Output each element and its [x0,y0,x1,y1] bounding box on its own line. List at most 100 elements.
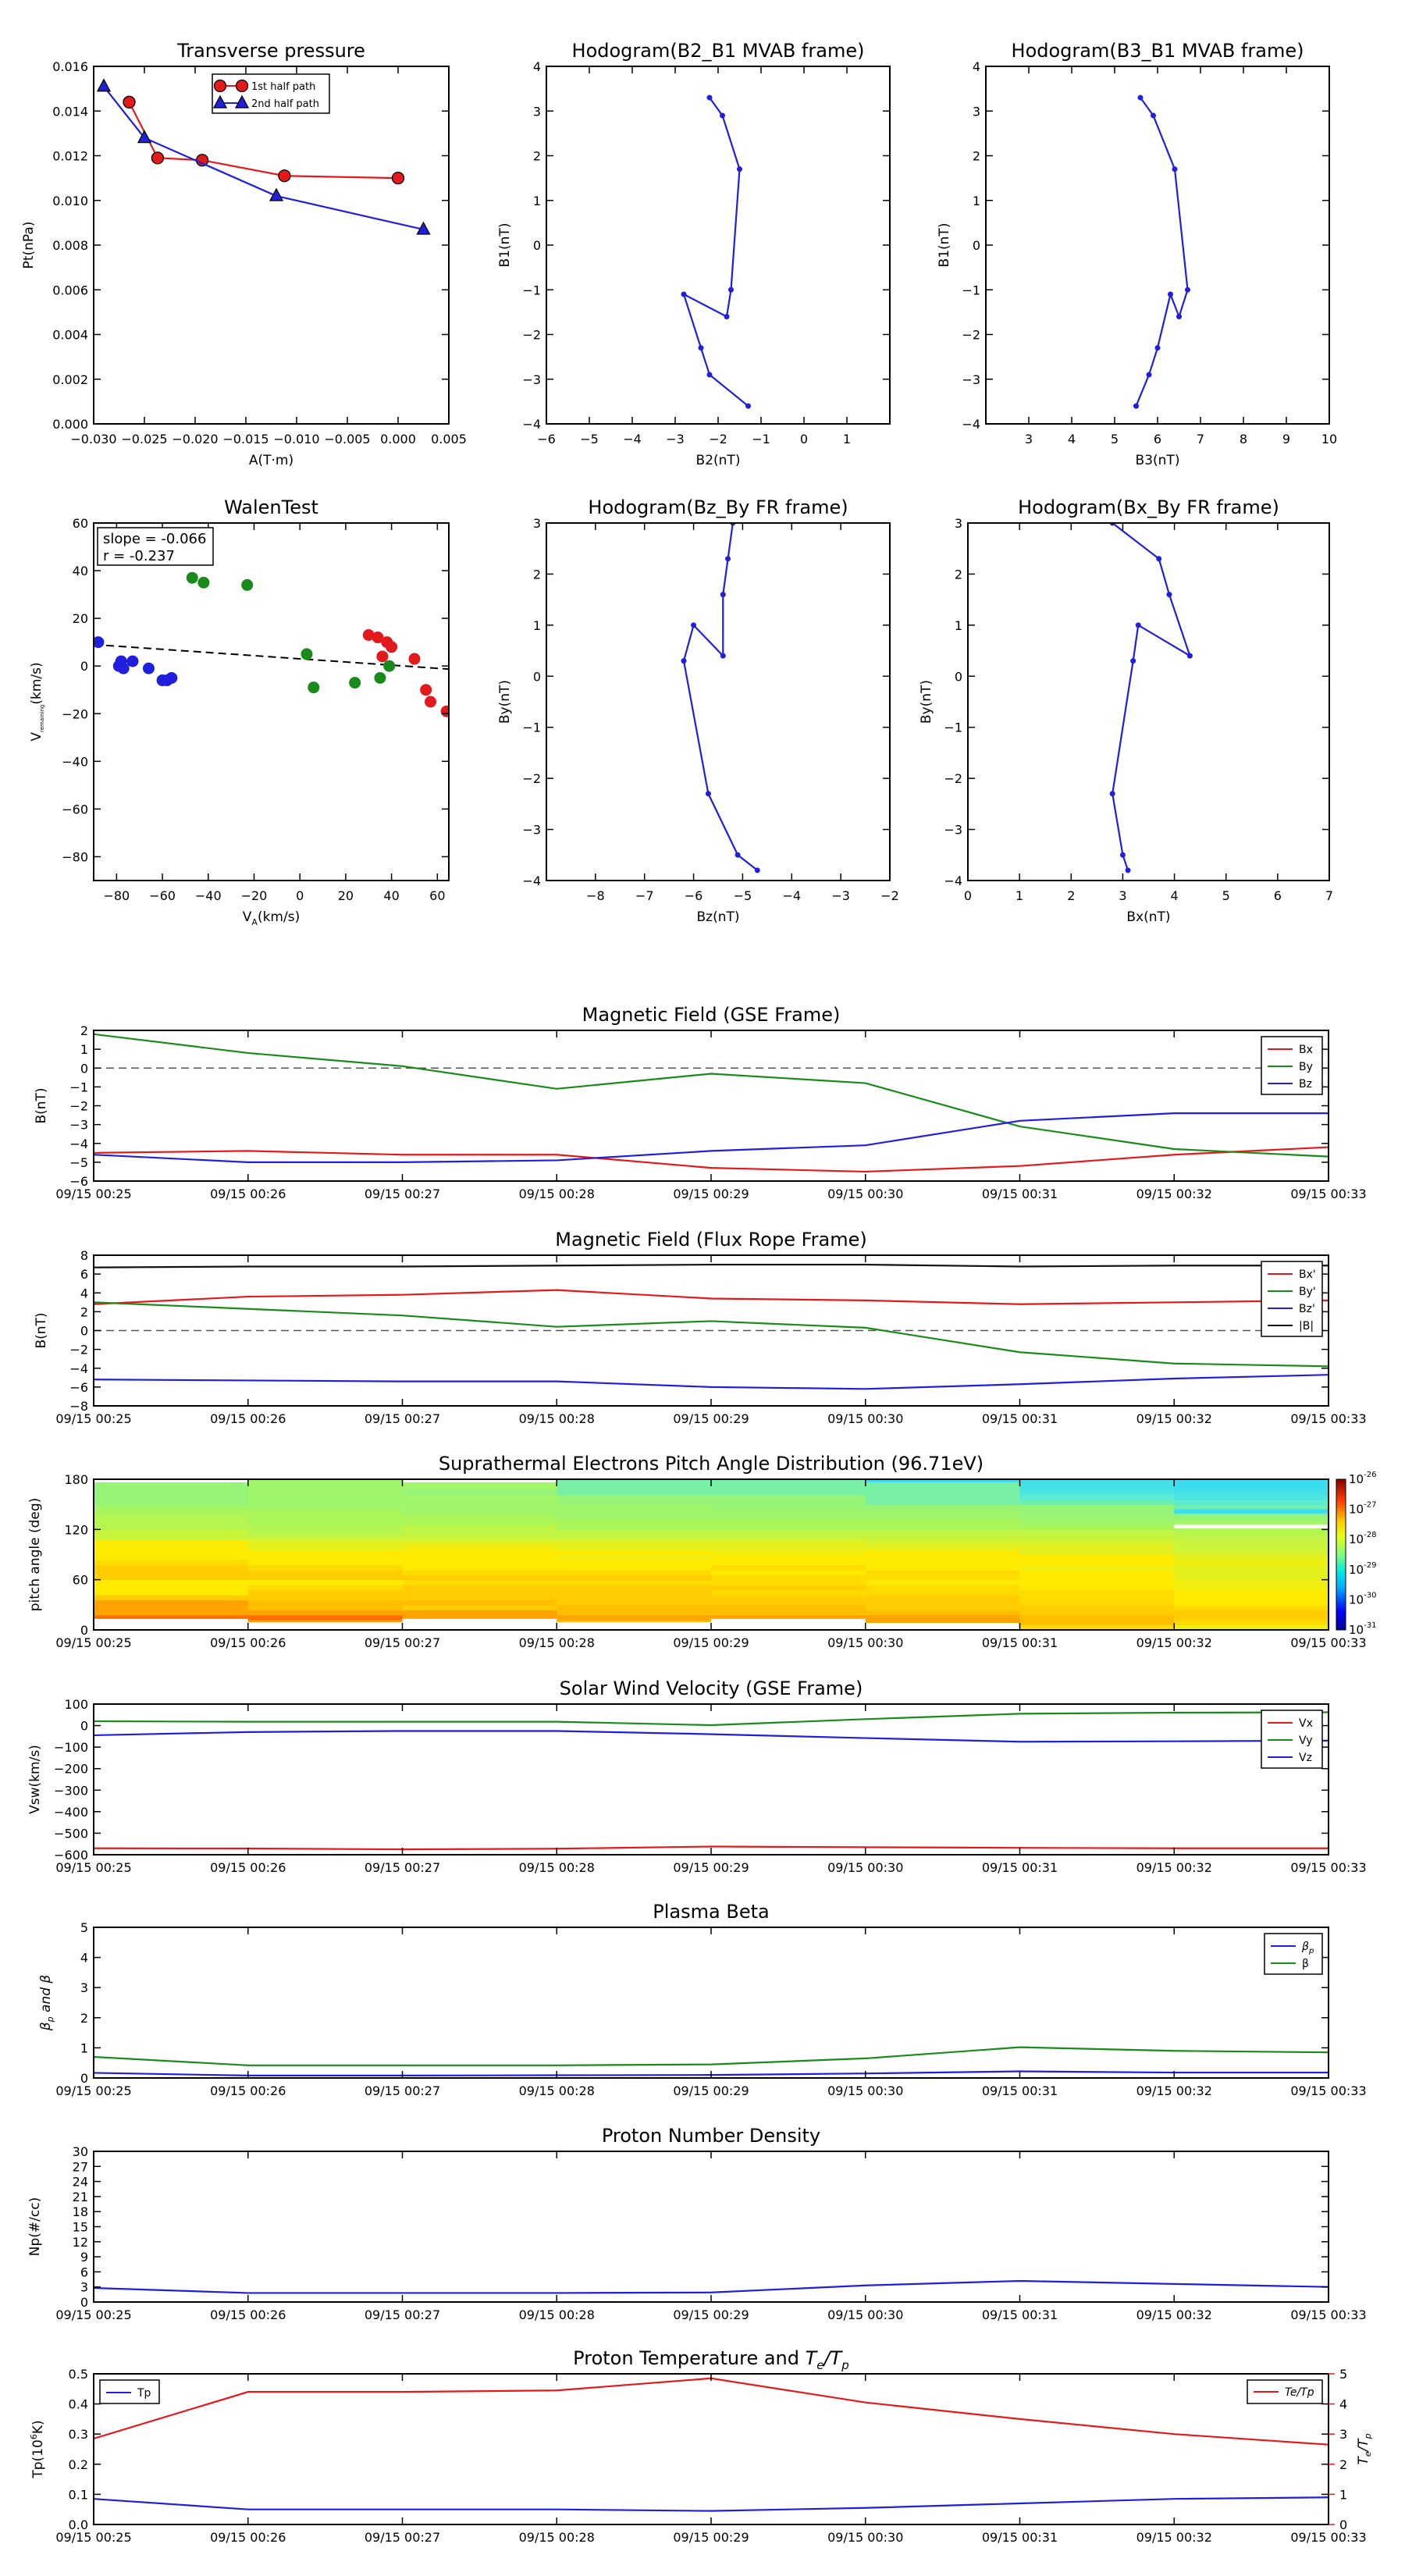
heatmap-cell [1174,1574,1329,1581]
time-tick-label: 09/15 00:32 [1136,2307,1212,2322]
heatmap-cell [711,1539,866,1546]
heatmap-cell [865,1494,1021,1500]
heatmap-cell [402,1599,557,1606]
heatmap-cell [557,1595,712,1600]
y-axis-label: Vremaining(km/s) [29,662,45,741]
heatmap-cell [1174,1564,1329,1571]
y-axis-label: B1(nT) [497,223,513,268]
scatter-point [440,705,449,717]
y-tick-label: 1 [973,194,980,208]
y-tick-label: 27 [73,2159,88,2174]
heatmap-cell [865,1564,1021,1571]
x-tick-label: 60 [429,888,445,903]
y-tick-label: 3 [973,104,980,119]
empty-bin [94,1618,248,1630]
scatter-point [308,681,320,694]
heatmap-cell [94,1604,249,1610]
colorbar-tick-label: 10-27 [1349,1501,1376,1517]
heatmap-cell [557,1494,712,1500]
plot-area [1133,94,1190,409]
time-tick-label: 09/15 00:33 [1290,1411,1366,1426]
data-point [1146,372,1152,378]
y-tick-label: 18 [73,2204,88,2219]
slope-text: slope = -0.066 [103,531,206,547]
heatmap-cell [247,1524,404,1530]
y-tick-label: −200 [54,1762,88,1777]
data-point [737,166,742,173]
time-tick-label: 09/15 00:27 [365,1860,440,1875]
heatmap-cell [865,1599,1021,1606]
heatmap-cell [94,1589,249,1596]
legend-marker [213,79,227,93]
heatmap-cell [1019,1529,1175,1535]
heatmap-cell [711,1585,866,1591]
scatter-point [386,641,398,653]
time-tick-label: 09/15 00:27 [365,2307,440,2322]
heatmap-cell [1174,1509,1329,1514]
time-tick-label: 09/15 00:28 [519,1411,595,1426]
x-tick-label: −4 [782,888,801,903]
heatmap-cell [865,1620,1021,1626]
heatmap-cell [865,1504,1021,1510]
heatmap-cell [711,1610,866,1616]
data-point [735,852,741,858]
time-tick-label: 09/15 00:26 [210,2307,286,2322]
heatmap-cell [402,1569,557,1575]
y-tick-label: −1 [962,283,980,297]
empty-bin [865,1622,1020,1630]
heatmap-cell [557,1569,712,1575]
heatmap-cell [1019,1559,1175,1565]
data-point [1168,291,1173,297]
time-tick-label: 09/15 00:29 [673,2530,749,2545]
plot-area [94,1033,1329,1173]
heatmap-cell [865,1524,1021,1530]
data-point [681,291,687,297]
heatmap-cell [94,1504,249,1510]
y-tick-label: −4 [69,1137,88,1151]
heatmap-cell [247,1604,404,1610]
heatmap-cell [247,1539,404,1546]
time-tick-label: 09/15 00:30 [827,1635,903,1650]
heatmap-cell [94,1550,249,1556]
x-axis-label: VA(km/s) [243,909,300,927]
heatmap-cell [711,1534,866,1540]
heatmap-cell [865,1484,1021,1490]
y-tick-label: 120 [64,1522,88,1537]
heatmap-cell [557,1479,712,1485]
time-tick-label: 09/15 00:25 [55,2530,131,2545]
heatmap-cell [1019,1620,1175,1626]
y-axis-label: pitch angle (deg) [27,1498,43,1612]
heatmap-cell [1019,1494,1175,1500]
heatmap-cell [247,1519,404,1525]
x-tick-label: −4 [623,432,642,447]
heatmap-cell [94,1559,249,1565]
y-tick-label: 0 [80,659,88,674]
heatmap-cell [247,1614,404,1621]
scatter-point [186,571,198,584]
h3-frame [546,522,891,881]
data-point [278,169,291,183]
time-tick-label: 09/15 00:28 [519,2530,595,2545]
heatmap-cell [94,1595,249,1600]
y-tick-label: 0 [80,1623,88,1638]
heatmap-cell [711,1544,866,1550]
x-tick-label: 9 [1282,432,1290,447]
scatter-point [165,671,178,684]
y-tick-label: 1 [955,618,962,633]
heatmap-cell [402,1614,557,1621]
y-tick-label: 0.014 [52,104,88,119]
time-tick-label: 09/15 00:26 [210,2083,286,2098]
heatmap-cell [865,1574,1021,1581]
time-tick-label: 09/15 00:31 [982,2530,1058,2545]
data-point [720,112,725,119]
x-tick-label: −7 [635,888,654,903]
series-line [94,1374,1329,1390]
data-point [705,791,711,797]
y-tick-label: −4 [522,873,541,888]
heatmap-cell [711,1599,866,1606]
y-tick-label: 3 [533,104,541,119]
legend-label: Tp [137,2387,151,2400]
heatmap-cell [1174,1539,1329,1546]
heatmap-cell [711,1564,866,1571]
